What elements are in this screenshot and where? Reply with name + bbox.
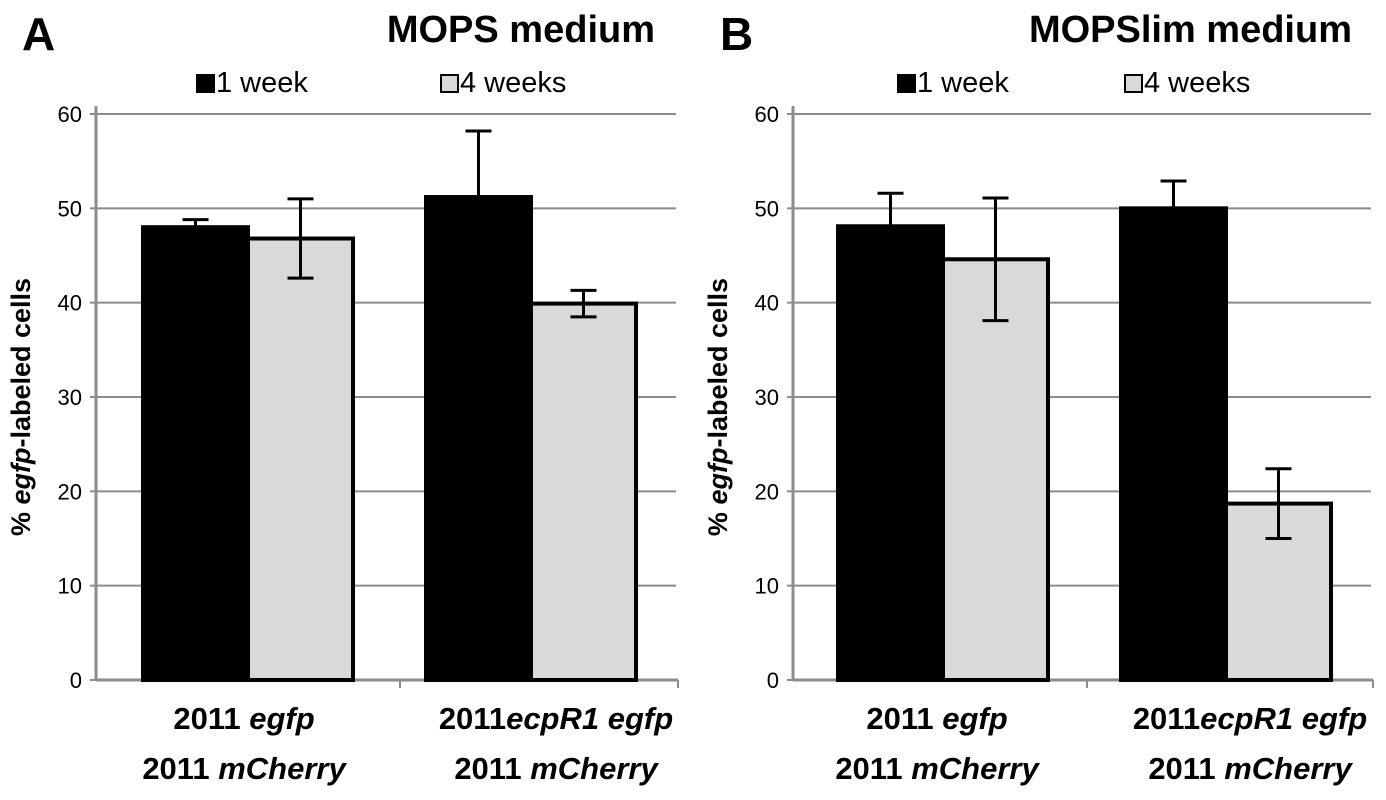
bar-2-cat-2: [529, 301, 638, 682]
label-part: ecpR1: [1200, 701, 1293, 736]
panel-letter: A: [22, 8, 55, 60]
bar-1-cat-2: [1119, 206, 1228, 682]
bar-1-cat-1: [141, 225, 250, 682]
label-part: mCherry: [1224, 751, 1353, 786]
legend-label-1: 1 week: [216, 67, 308, 99]
category-label-line2: 2011 mCherry: [454, 751, 659, 786]
y-axis-label: % egfp-labeled cells: [703, 278, 733, 536]
y-tick-label: 20: [58, 479, 82, 504]
y-tick-label: 0: [70, 668, 82, 693]
bar-1-cat-1: [836, 224, 945, 683]
y-tick-label: 30: [58, 385, 82, 410]
label-part: 2011: [439, 701, 506, 736]
legend-swatch-1: [897, 74, 916, 93]
legend-swatch-1: [196, 74, 215, 93]
category-label-line2: 2011 mCherry: [142, 751, 347, 786]
label-part: [599, 701, 608, 736]
y-tick-label: 60: [755, 102, 779, 127]
y-tick-label: 50: [58, 196, 82, 221]
legend-label-2: 4 weeks: [1144, 67, 1250, 99]
label-part: egfp: [942, 701, 1007, 736]
label-part: mCherry: [218, 751, 347, 786]
label-part: 2011: [142, 751, 218, 786]
category-label-line2: 2011 mCherry: [835, 751, 1040, 786]
label-part: mCherry: [911, 751, 1040, 786]
panel-letter: B: [720, 8, 753, 60]
category-label-line1: 2011 egfp: [173, 701, 314, 736]
category-label-line1: 2011ecpR1 egfp: [1133, 701, 1367, 736]
category-label-line1: 2011 egfp: [866, 701, 1007, 736]
category-label-line1: 2011ecpR1 egfp: [439, 701, 673, 736]
label-part: 2011: [1148, 751, 1224, 786]
ylabel-prefix: %: [703, 505, 733, 537]
label-part: mCherry: [530, 751, 659, 786]
label-part: [1293, 701, 1302, 736]
chart-title: MOPSlim medium: [1029, 9, 1352, 51]
chart-panel-a: A MOPS medium 1 week 4 weeks 0 10 20 30 40 50 60 20…: [6, 8, 679, 786]
chart-panel-b: B MOPSlim medium 1 week 4 weeks 0 10 20 30 40 50 6…: [703, 8, 1374, 786]
label-part: egfp: [249, 701, 314, 736]
ylabel-italic: egfp: [703, 448, 733, 505]
y-tick-label: 40: [755, 291, 779, 316]
ylabel-suffix: -labeled cells: [6, 278, 36, 448]
bar-1-cat-2: [424, 195, 533, 682]
y-axis-label: % egfp-labeled cells: [6, 278, 36, 536]
label-part: 2011: [173, 701, 249, 736]
ylabel-suffix: -labeled cells: [703, 278, 733, 448]
legend-label-2: 4 weeks: [460, 67, 566, 99]
label-part: 2011: [1133, 701, 1200, 736]
chart-title: MOPS medium: [387, 9, 655, 51]
legend-swatch-2: [440, 74, 459, 93]
y-tick-label: 40: [58, 291, 82, 316]
label-part: egfp: [608, 701, 673, 736]
y-tick-label: 20: [755, 479, 779, 504]
y-tick-label: 10: [755, 574, 779, 599]
ylabel-italic: egfp: [6, 448, 36, 505]
y-tick-label: 0: [767, 668, 779, 693]
y-tick-label: 60: [58, 102, 82, 127]
label-part: 2011: [835, 751, 911, 786]
label-part: egfp: [1302, 701, 1367, 736]
legend-swatch-2: [1124, 74, 1143, 93]
y-tick-label: 30: [755, 385, 779, 410]
label-part: 2011: [866, 701, 942, 736]
label-part: ecpR1: [506, 701, 599, 736]
bar-2-cat-1: [246, 236, 355, 683]
y-tick-label: 50: [755, 196, 779, 221]
bar-2-cat-1: [941, 257, 1050, 682]
y-tick-label: 10: [58, 574, 82, 599]
legend-label-1: 1 week: [917, 67, 1009, 99]
label-part: 2011: [454, 751, 530, 786]
category-label-line2: 2011 mCherry: [1148, 751, 1353, 786]
ylabel-prefix: %: [6, 505, 36, 537]
